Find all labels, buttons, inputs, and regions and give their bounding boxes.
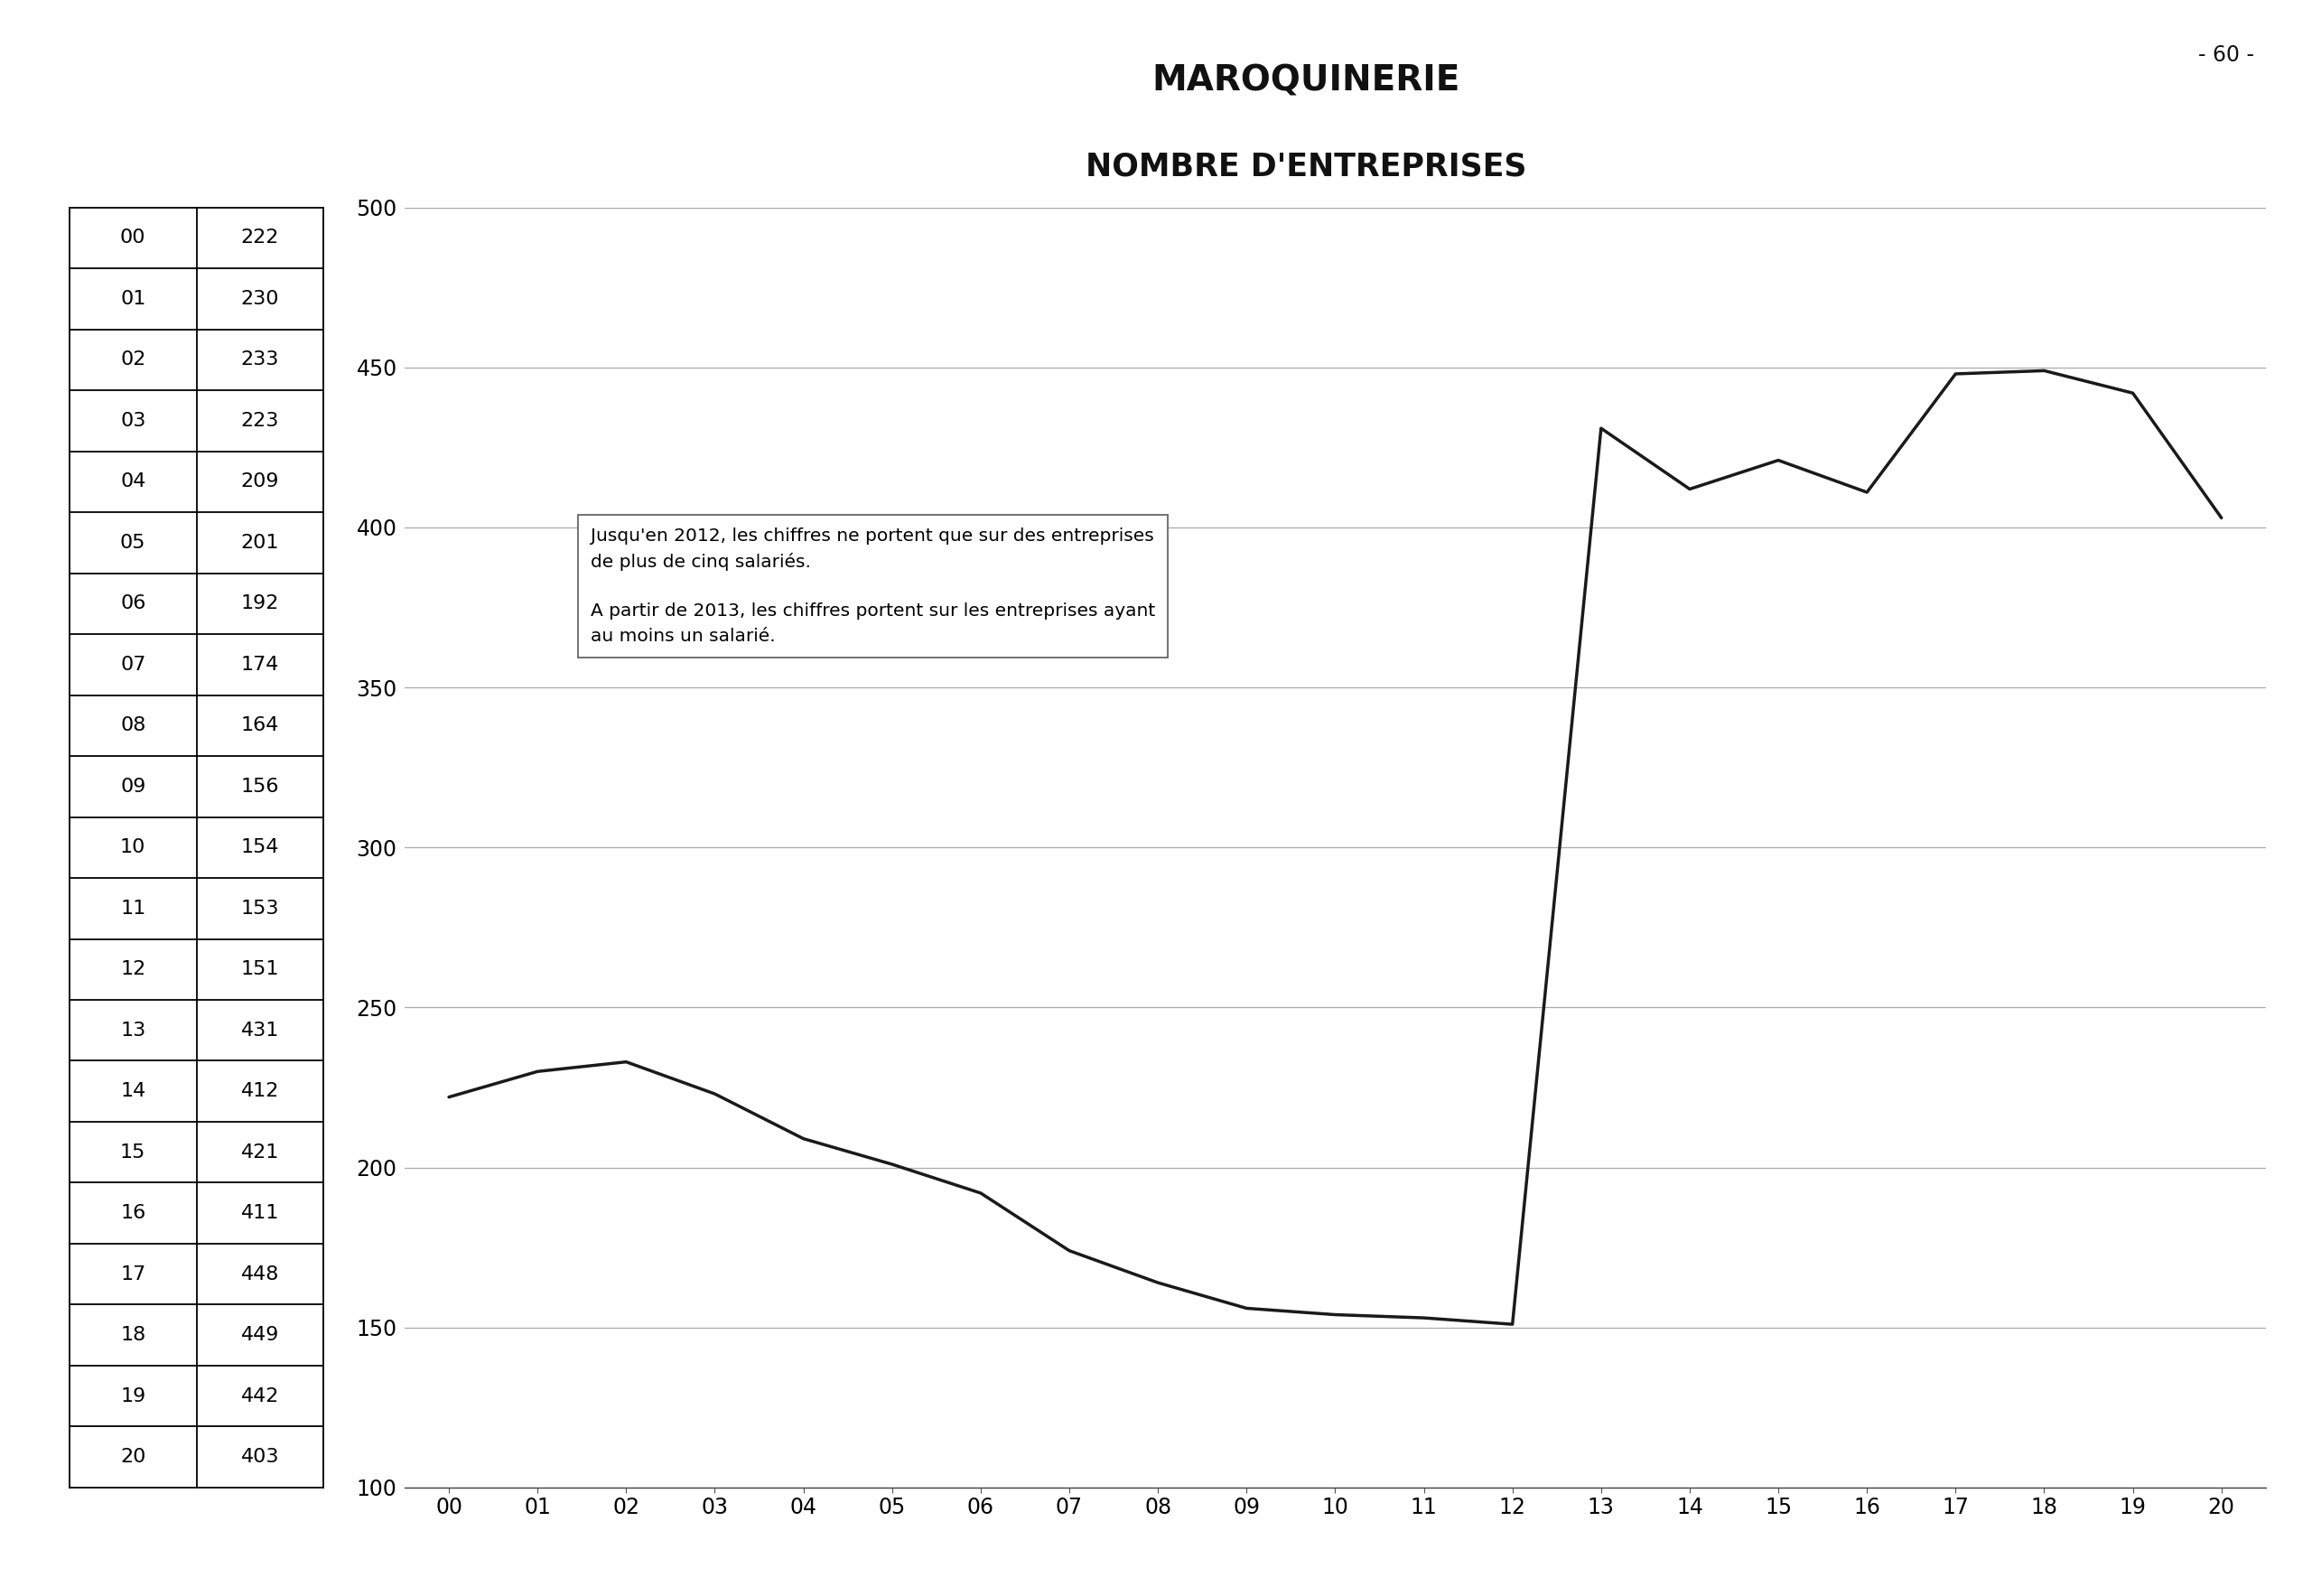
Text: 03: 03 <box>120 412 146 429</box>
Text: 209: 209 <box>240 472 280 492</box>
Text: 442: 442 <box>240 1387 280 1404</box>
Text: 449: 449 <box>240 1326 280 1344</box>
Text: 04: 04 <box>120 472 146 492</box>
Text: MAROQUINERIE: MAROQUINERIE <box>1151 64 1461 99</box>
Text: 222: 222 <box>240 228 280 247</box>
Text: 412: 412 <box>240 1082 280 1100</box>
Text: 06: 06 <box>120 595 146 613</box>
Text: 230: 230 <box>240 290 280 308</box>
Text: Jusqu'en 2012, les chiffres ne portent que sur des entreprises
de plus de cinq s: Jusqu'en 2012, les chiffres ne portent q… <box>592 527 1156 645</box>
Text: 154: 154 <box>240 838 280 857</box>
Text: 07: 07 <box>120 656 146 674</box>
Text: 153: 153 <box>240 900 280 918</box>
Text: 174: 174 <box>240 656 280 674</box>
Text: - 60 -: - 60 - <box>2199 45 2254 67</box>
Text: 19: 19 <box>120 1387 146 1404</box>
Text: 00: 00 <box>120 228 146 247</box>
Text: 156: 156 <box>240 777 280 795</box>
Text: 20: 20 <box>120 1448 146 1467</box>
Text: 164: 164 <box>240 717 280 734</box>
Text: 02: 02 <box>120 351 146 369</box>
Text: 411: 411 <box>240 1203 280 1223</box>
Text: 15: 15 <box>120 1143 146 1162</box>
Text: 05: 05 <box>120 533 146 552</box>
Text: 421: 421 <box>240 1143 280 1162</box>
Text: 08: 08 <box>120 717 146 734</box>
Text: 11: 11 <box>120 900 146 918</box>
Text: 431: 431 <box>240 1021 280 1039</box>
Text: 233: 233 <box>240 351 280 369</box>
Text: 13: 13 <box>120 1021 146 1039</box>
Text: 14: 14 <box>120 1082 146 1100</box>
Text: 18: 18 <box>120 1326 146 1344</box>
Text: 17: 17 <box>120 1266 146 1283</box>
Text: 09: 09 <box>120 777 146 795</box>
Text: 10: 10 <box>120 838 146 857</box>
Text: 223: 223 <box>240 412 280 429</box>
Text: 12: 12 <box>120 961 146 978</box>
Text: NOMBRE D'ENTREPRISES: NOMBRE D'ENTREPRISES <box>1087 152 1526 182</box>
Text: 403: 403 <box>240 1448 280 1467</box>
Text: 151: 151 <box>240 961 280 978</box>
Text: 192: 192 <box>240 595 280 613</box>
Text: 201: 201 <box>240 533 280 552</box>
Text: 16: 16 <box>120 1203 146 1223</box>
Text: 01: 01 <box>120 290 146 308</box>
Text: 448: 448 <box>240 1266 280 1283</box>
